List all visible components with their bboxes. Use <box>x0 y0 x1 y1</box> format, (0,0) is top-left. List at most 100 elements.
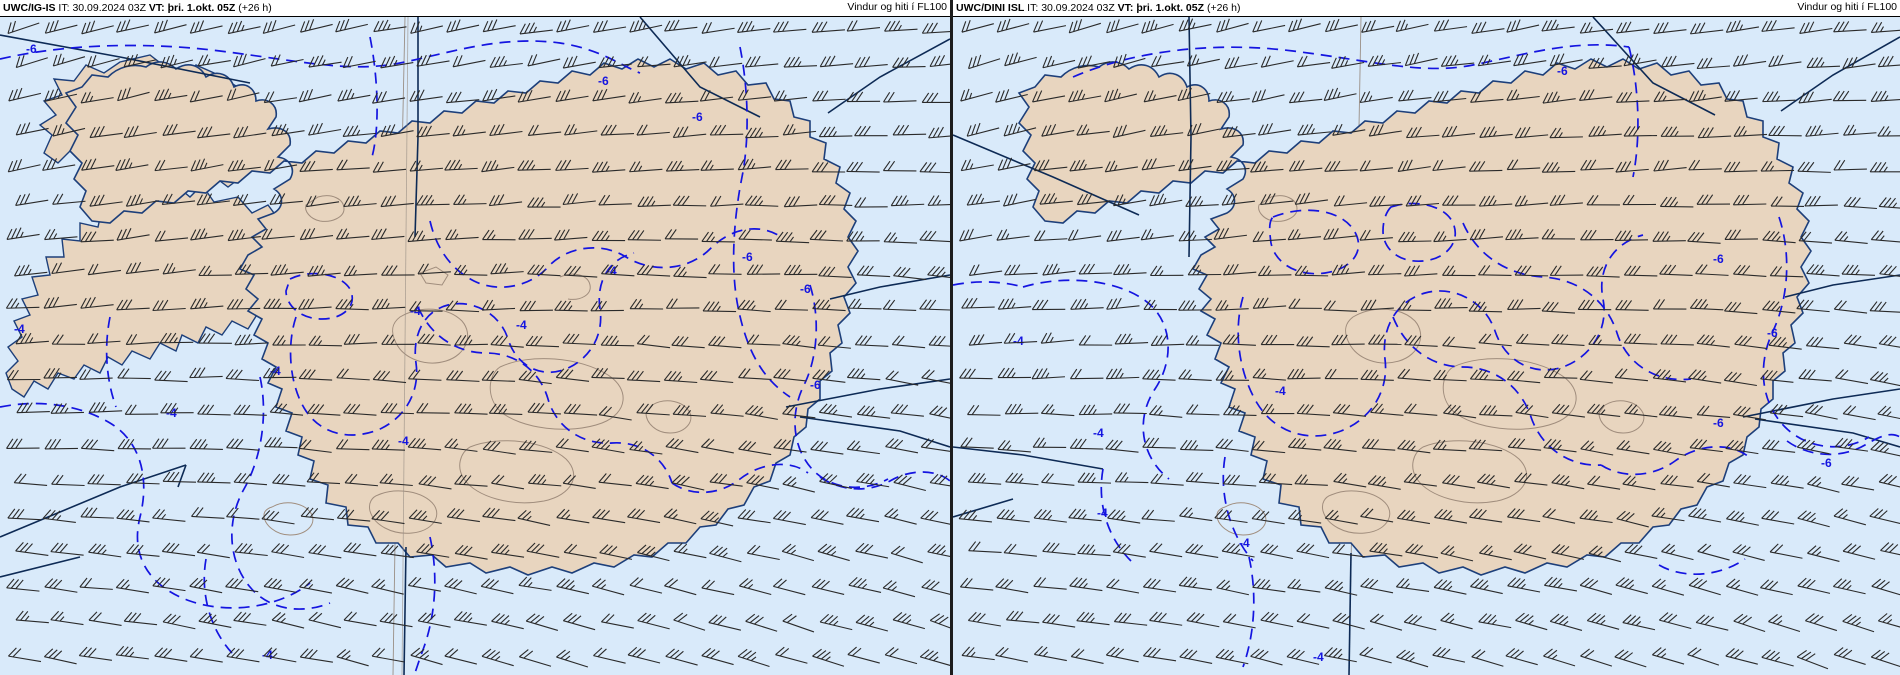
wind-barb <box>1177 87 1211 102</box>
wind-barb <box>1397 300 1432 311</box>
wind-barb <box>846 231 880 242</box>
wind-barb <box>1179 648 1213 665</box>
wind-barb <box>967 611 1001 627</box>
wind-barb <box>300 19 333 33</box>
wind-barb <box>1042 263 1076 276</box>
wind-barb <box>664 577 697 596</box>
wind-barb <box>1331 263 1365 276</box>
wind-barb <box>233 125 267 139</box>
wind-barb <box>1804 195 1838 207</box>
wind-barb <box>673 612 706 631</box>
wind-barb <box>1799 21 1833 34</box>
wind-barb <box>960 159 994 172</box>
wind-barb <box>1869 301 1900 313</box>
wind-barb <box>44 228 78 241</box>
wind-barb <box>308 543 342 559</box>
wind-barb <box>1405 195 1440 207</box>
wind-barb <box>1724 229 1758 240</box>
wind-barb <box>1141 19 1174 34</box>
wind-barb <box>226 438 260 451</box>
wind-barb <box>629 161 663 173</box>
wind-barb <box>892 124 927 136</box>
wind-barb <box>263 647 297 663</box>
wind-barb <box>629 19 663 33</box>
wind-barb <box>1360 299 1394 311</box>
wind-barb <box>819 473 852 489</box>
wind-barb <box>563 543 597 559</box>
wind-barb <box>1041 123 1075 137</box>
wind-barb <box>1324 368 1359 380</box>
wind-barb <box>6 438 40 449</box>
wind-barb <box>562 55 596 69</box>
wind-barb <box>269 402 304 416</box>
wind-barb <box>52 53 86 67</box>
wind-barb <box>16 402 50 414</box>
wind-barb <box>1260 193 1294 206</box>
wind-barb <box>1696 405 1731 418</box>
wind-barb <box>1835 369 1869 385</box>
wind-barb <box>1332 543 1366 558</box>
wind-barb <box>1113 263 1147 276</box>
wind-barb <box>1696 472 1730 488</box>
wind-barb <box>1832 578 1866 595</box>
wind-barb <box>1369 542 1403 557</box>
map-area-right[interactable]: -6 -6 -6 -6 -6 -4 -4 -4 -4 -4 -4 <box>953 17 1900 675</box>
panel-uwc-dini-isl: UWC/DINI ISL IT: 30.09.2024 03Z VT: þri.… <box>950 0 1900 675</box>
wind-barb <box>298 298 332 310</box>
wind-barb <box>1725 578 1759 596</box>
wind-barb <box>8 87 42 102</box>
wind-barb <box>189 367 223 379</box>
product-title-left: Vindur og hiti í FL100 <box>847 1 947 13</box>
wind-barb <box>87 263 121 276</box>
fir-boundary-right <box>953 17 1900 675</box>
wind-barb <box>519 649 552 667</box>
wind-barb <box>335 439 370 451</box>
wind-barb <box>233 53 266 68</box>
wind-barb <box>115 158 149 171</box>
wind-barb <box>968 264 1003 276</box>
map-area-left[interactable]: -6 -6 -6 -6 -6 -6 -4 -4 -4 -4 -4 -4 -4 -… <box>0 17 950 675</box>
wind-barb <box>1113 612 1148 626</box>
wind-barb <box>1395 19 1429 32</box>
wind-barb <box>818 403 853 418</box>
wind-barb <box>6 578 40 592</box>
wind-barb <box>343 333 378 345</box>
wind-barb <box>1723 371 1757 387</box>
wind-barb <box>1796 299 1830 313</box>
wind-barb <box>1433 19 1468 32</box>
wind-barb <box>1324 509 1358 525</box>
wind-barb <box>1222 474 1257 487</box>
wind-barb <box>921 369 950 385</box>
wind-barb <box>1067 229 1102 241</box>
wind-barb <box>343 195 377 208</box>
wind-barb <box>418 475 452 490</box>
wind-barb <box>1834 437 1869 452</box>
wind-barb <box>116 19 149 33</box>
wind-barb <box>997 298 1032 310</box>
wind-barb <box>1178 300 1212 311</box>
wind-barb <box>782 613 815 633</box>
wind-barb <box>344 473 379 487</box>
wind-barb <box>42 509 76 524</box>
wind-barb <box>1688 159 1722 171</box>
wind-barb <box>1367 54 1401 67</box>
wind-barb <box>1250 161 1284 173</box>
wind-barb <box>305 195 340 208</box>
wind-barb <box>1762 91 1796 103</box>
wind-barb <box>1185 543 1219 558</box>
wind-barb <box>1796 438 1830 455</box>
wind-barb <box>1878 197 1900 210</box>
wind-barb <box>1140 228 1174 241</box>
wind-barb <box>1588 125 1622 137</box>
wind-barb <box>772 509 806 526</box>
wind-barb <box>709 472 743 487</box>
wind-barb <box>1221 193 1255 206</box>
wind-barb <box>343 403 377 416</box>
wind-barb <box>927 265 950 280</box>
wind-barb <box>1588 545 1622 563</box>
wind-barb <box>782 476 815 493</box>
wind-barb <box>1760 369 1794 383</box>
wind-barb <box>1688 577 1721 596</box>
wind-barb <box>811 578 845 595</box>
wind-barb <box>335 298 369 311</box>
